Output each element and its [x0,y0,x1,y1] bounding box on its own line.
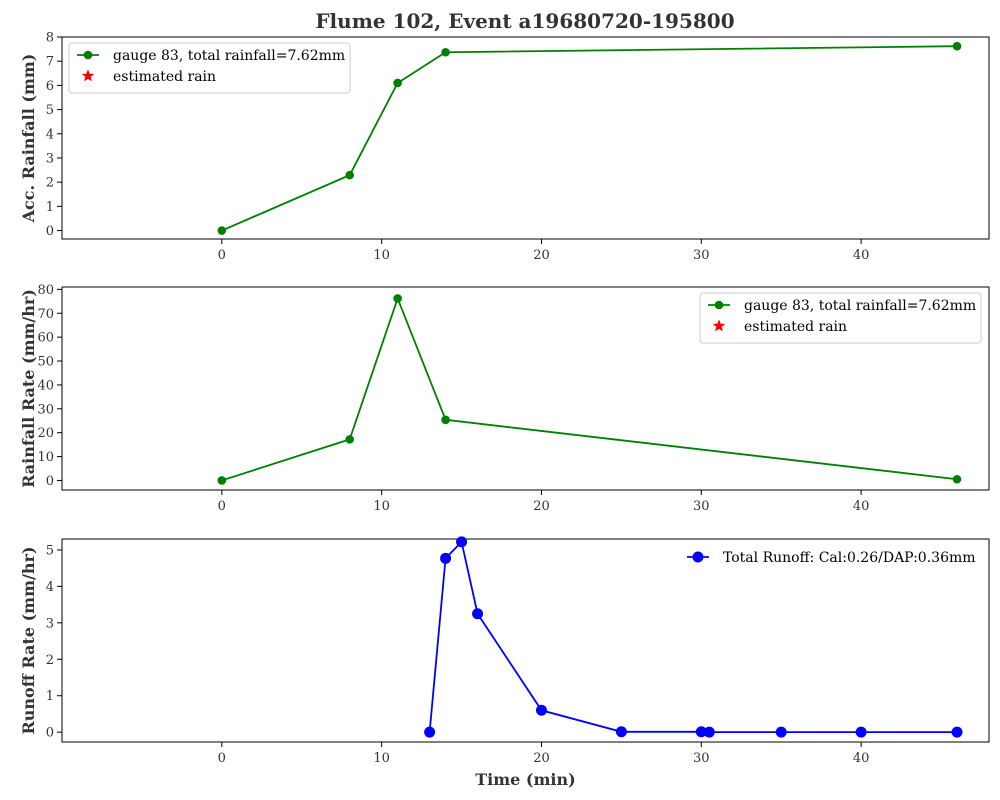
legend-label: gauge 83, total rainfall=7.62mm [113,48,345,64]
y-axis-label: Acc. Rainfall (mm) [19,54,38,224]
data-point [855,726,867,738]
data-point [440,552,452,564]
x-tick-label: 30 [693,751,710,766]
x-tick-label: 0 [218,499,226,514]
subplot-3: 0 10 20 30 40 0 1 2 3 4 5 Runoff Rate (mm/hr) Time (… [19,536,990,789]
data-point [952,474,962,484]
y-tick-label: 0 [46,726,54,741]
data-point [703,726,715,738]
data-point [345,170,354,180]
y-tick-label: 0 [46,474,54,489]
x-tick-label: 40 [853,248,870,263]
data-point [535,704,547,716]
data-point [441,415,450,425]
data-point [775,726,787,738]
x-tick-label: 0 [218,751,226,766]
x-tick-label: 20 [533,248,550,263]
legend-frame [68,42,351,94]
plot-frame [61,286,990,491]
legend-marker [712,319,726,332]
series-1 [424,536,963,738]
data-point [217,476,227,485]
series-1 [217,41,962,235]
y-axis-label: Rainfall Rate (mm/hr) [19,289,38,488]
data-point [424,726,436,738]
y-tick-label: 4 [46,580,54,595]
data-point [952,41,962,51]
data-point [217,226,227,235]
y-tick-label: 10 [37,450,54,465]
legend: gauge 83, total rainfall=7.62mm estimated… [699,292,982,344]
y-tick-label: 3 [46,151,54,166]
x-tick-label: 20 [533,751,550,766]
data-point [393,294,402,303]
y-tick-label: 7 [46,55,54,70]
legend-frame [699,292,982,344]
legend-marker [692,551,704,563]
y-tick-label: 3 [46,616,54,631]
y-tick-label: 30 [37,402,54,417]
data-point [951,726,963,738]
legend-marker [81,69,95,82]
legend: Total Runoff: Cal:0.26/DAP:0.36mm [687,550,976,566]
y-tick-label: 80 [37,283,54,298]
subplot-1: 0 10 20 30 40 0 1 2 3 4 5 6 7 8 Acc. Rainfall (mm) gaug… [19,31,990,263]
x-tick-label: 10 [373,751,390,766]
series-1 [217,294,962,485]
plot-frame [61,538,990,743]
x-tick-label: 0 [218,248,226,263]
y-tick-label: 4 [46,127,54,142]
y-tick-label: 70 [37,307,54,322]
figure-title: Flume 102, Event a19680720-195800 [315,9,734,33]
legend-marker [714,300,724,310]
y-tick-label: 50 [37,355,54,370]
x-tick-label: 20 [533,499,550,514]
legend-label: Total Runoff: Cal:0.26/DAP:0.36mm [723,550,976,566]
y-tick-label: 0 [46,224,54,239]
y-tick-label: 2 [46,653,54,668]
data-point [345,435,354,444]
series-line [428,540,958,734]
x-tick-label: 10 [373,499,390,514]
plot-frame [61,36,990,240]
x-tick-label: 30 [693,499,710,514]
x-tick-label: 40 [853,751,870,766]
y-tick-label: 40 [37,378,54,393]
x-tick-label: 40 [853,499,870,514]
y-tick-label: 5 [46,103,54,118]
x-axis-label: Time (min) [475,770,575,789]
y-tick-label: 2 [46,176,54,191]
data-point [393,78,402,88]
y-tick-label: 6 [46,79,54,94]
legend: gauge 83, total rainfall=7.62mm estimated… [68,42,351,94]
legend-label: gauge 83, total rainfall=7.62mm [744,298,976,314]
y-tick-label: 1 [46,200,54,215]
y-tick-label: 1 [46,689,54,704]
legend-label: estimated rain [113,69,216,85]
legend-marker [83,50,93,60]
y-axis-label: Runoff Rate (mm/hr) [19,546,38,734]
data-point [472,608,484,620]
data-point [615,726,627,738]
data-point [456,536,468,548]
y-tick-label: 20 [37,426,54,441]
x-tick-label: 30 [693,248,710,263]
y-tick-label: 5 [46,543,54,558]
x-tick-label: 10 [373,248,390,263]
legend-label: estimated rain [744,319,847,335]
data-point [441,47,450,57]
y-tick-label: 8 [46,31,54,46]
y-tick-label: 60 [37,331,54,346]
